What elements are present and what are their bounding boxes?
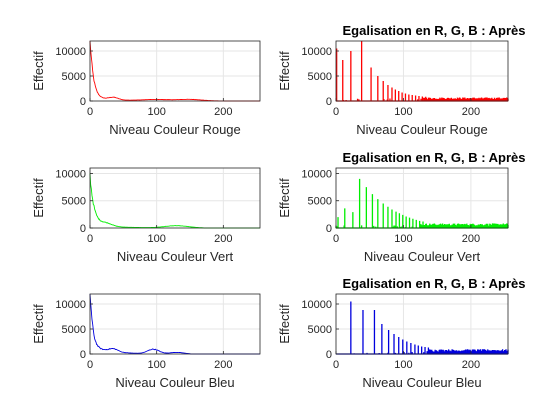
y-tick-label: 5000 <box>62 324 86 336</box>
axes-box <box>89 40 261 102</box>
axes-box <box>335 40 509 102</box>
x-tick-label: 0 <box>333 106 339 118</box>
subplot-left-row-2: 0 100 200 0 5000 10000 Niveau Couleur Vert Effe… <box>31 167 261 264</box>
x-tick-label: 200 <box>214 359 232 371</box>
y-tick-label: 0 <box>326 96 332 108</box>
subplot-left-row-3: 0 100 200 0 5000 10000 Niveau Couleur Bleu Effe… <box>31 293 261 390</box>
x-tick-label: 100 <box>147 233 165 245</box>
y-tick-label: 5000 <box>62 71 86 83</box>
x-tick-label: 100 <box>147 106 165 118</box>
x-axis-label: Niveau Couleur Vert <box>364 249 481 264</box>
x-axis-label: Niveau Couleur Bleu <box>362 375 481 390</box>
x-tick-label: 0 <box>333 359 339 371</box>
x-tick-label: 100 <box>394 359 412 371</box>
y-tick-label: 10000 <box>301 168 332 180</box>
y-tick-label: 10000 <box>55 299 86 311</box>
x-tick-label: 200 <box>462 359 480 371</box>
y-tick-label: 5000 <box>308 324 332 336</box>
plot-area <box>90 168 260 228</box>
axes-box <box>335 167 509 229</box>
x-axis-label: Niveau Couleur Vert <box>117 249 234 264</box>
x-tick-label: 200 <box>214 106 232 118</box>
y-tick-label: 5000 <box>62 196 86 208</box>
y-axis-label: Effectif <box>277 51 292 91</box>
x-tick-label: 200 <box>462 233 480 245</box>
y-tick-label: 10000 <box>301 46 332 58</box>
x-tick-label: 0 <box>87 106 93 118</box>
y-tick-label: 5000 <box>308 71 332 83</box>
y-tick-label: 0 <box>80 96 86 108</box>
x-axis-label: Niveau Couleur Rouge <box>109 122 241 137</box>
y-tick-label: 10000 <box>55 46 86 58</box>
subplot-right-row-3: 0 100 200 0 5000 10000 Niveau Couleur Bleu Effe… <box>277 276 526 390</box>
chart-title: Egalisation en R, G, B : Après <box>343 276 526 291</box>
y-axis-label: Effectif <box>31 51 46 91</box>
y-tick-label: 0 <box>326 223 332 235</box>
x-tick-label: 200 <box>462 106 480 118</box>
subplot-right-row-1: 0 100 200 0 5000 10000 Niveau Couleur Rouge Eff… <box>277 23 526 137</box>
plot-area <box>336 294 508 354</box>
chart-title: Egalisation en R, G, B : Après <box>343 150 526 165</box>
y-axis-label: Effectif <box>31 304 46 344</box>
y-tick-label: 0 <box>80 349 86 361</box>
x-axis-label: Niveau Couleur Bleu <box>115 375 234 390</box>
plot-area <box>90 294 260 354</box>
y-axis-label: Effectif <box>31 178 46 218</box>
x-axis-label: Niveau Couleur Rouge <box>356 122 488 137</box>
subplot-left-row-1: 0 100 200 0 5000 10000 Niveau Couleur Rouge Eff… <box>31 40 261 137</box>
plot-area <box>336 168 508 228</box>
y-axis-label: Effectif <box>277 304 292 344</box>
axes-box <box>335 293 509 355</box>
x-tick-label: 0 <box>333 233 339 245</box>
axes-box <box>89 167 261 229</box>
y-tick-label: 0 <box>80 223 86 235</box>
x-tick-label: 100 <box>147 359 165 371</box>
x-tick-label: 0 <box>87 233 93 245</box>
plot-area <box>90 41 260 101</box>
y-tick-label: 10000 <box>301 299 332 311</box>
x-tick-label: 200 <box>214 233 232 245</box>
y-axis-label: Effectif <box>277 178 292 218</box>
y-tick-label: 5000 <box>308 196 332 208</box>
axes-box <box>89 293 261 355</box>
subplot-right-row-2: 0 100 200 0 5000 10000 Niveau Couleur Vert Effe… <box>277 150 526 264</box>
y-tick-label: 10000 <box>55 168 86 180</box>
y-tick-label: 0 <box>326 349 332 361</box>
x-tick-label: 0 <box>87 359 93 371</box>
x-tick-label: 100 <box>394 233 412 245</box>
chart-title: Egalisation en R, G, B : Après <box>343 23 526 38</box>
x-tick-label: 100 <box>394 106 412 118</box>
